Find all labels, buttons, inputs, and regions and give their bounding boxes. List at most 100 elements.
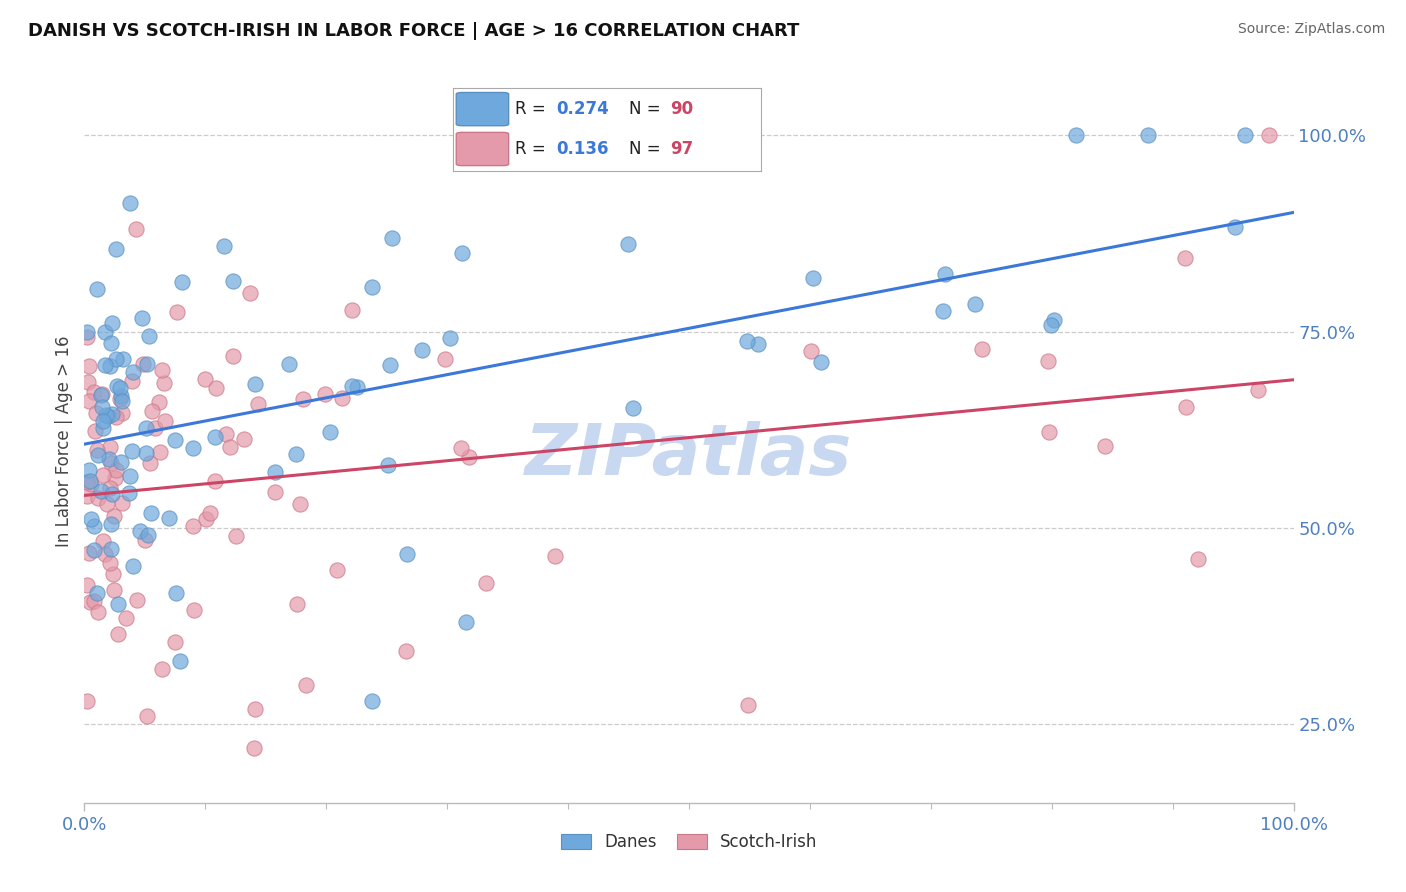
Point: [225, 529, 247, 543]
Point: [129, 524, 152, 538]
Point: [295, 678, 318, 692]
Point: [183, 603, 205, 617]
Point: [342, 379, 364, 393]
Point: [451, 246, 474, 260]
Point: [100, 440, 122, 454]
Point: [83, 384, 105, 399]
Point: [232, 432, 254, 446]
Point: [101, 316, 124, 330]
Point: [181, 442, 204, 456]
Point: [735, 334, 758, 348]
Point: [135, 446, 157, 460]
Point: [107, 597, 129, 611]
Point: [121, 444, 143, 458]
Point: [77, 463, 100, 477]
Point: [91, 467, 114, 482]
Point: [1187, 551, 1209, 566]
Point: [800, 344, 823, 359]
Point: [97, 409, 120, 424]
Point: [135, 357, 157, 371]
Point: [103, 583, 125, 598]
Point: [212, 239, 235, 253]
Point: [143, 421, 166, 435]
Point: [76, 694, 98, 708]
Point: [98, 556, 121, 570]
Point: [395, 643, 418, 657]
Point: [86, 282, 108, 296]
Point: [183, 519, 205, 533]
Point: [139, 506, 162, 520]
Point: [110, 455, 132, 469]
Point: [111, 496, 134, 510]
Point: [1043, 313, 1066, 327]
Point: [100, 516, 122, 531]
Point: [169, 655, 191, 669]
Point: [278, 357, 301, 371]
Point: [450, 441, 472, 455]
Point: [475, 575, 498, 590]
Point: [264, 485, 287, 500]
Point: [87, 491, 110, 506]
Point: [97, 452, 120, 467]
Point: [134, 533, 156, 547]
Point: [747, 337, 769, 351]
Point: [87, 448, 110, 462]
Point: [810, 355, 832, 369]
Point: [378, 359, 401, 373]
Point: [458, 450, 481, 464]
Point: [361, 694, 384, 708]
Point: [91, 421, 114, 435]
Point: [970, 342, 993, 356]
Point: [1223, 219, 1246, 234]
Text: ZIPatlas: ZIPatlas: [526, 422, 852, 491]
Point: [84, 406, 107, 420]
Point: [163, 635, 186, 649]
Point: [288, 497, 311, 511]
Point: [204, 430, 226, 444]
Point: [319, 425, 342, 440]
Point: [122, 365, 145, 379]
Point: [100, 486, 122, 500]
Point: [118, 196, 141, 211]
Point: [149, 445, 172, 459]
Point: [111, 406, 134, 420]
Point: [439, 331, 461, 345]
Point: [434, 352, 457, 367]
Point: [76, 330, 98, 344]
Point: [325, 563, 347, 577]
Point: [76, 375, 98, 389]
Point: [111, 393, 134, 408]
Point: [104, 471, 127, 485]
Point: [121, 374, 143, 388]
Point: [76, 489, 98, 503]
Point: [411, 343, 433, 358]
Point: [148, 395, 170, 409]
Point: [141, 404, 163, 418]
Point: [90, 387, 112, 401]
Point: [105, 242, 128, 256]
Text: DANISH VS SCOTCH-IRISH IN LABOR FORCE | AGE > 16 CORRELATION CHART: DANISH VS SCOTCH-IRISH IN LABOR FORCE | …: [28, 22, 800, 40]
Point: [153, 376, 176, 390]
Point: [83, 424, 105, 438]
Point: [1038, 425, 1060, 439]
Point: [194, 512, 217, 526]
Point: [218, 440, 240, 454]
Point: [120, 469, 142, 483]
Point: [543, 549, 565, 563]
Point: [77, 359, 100, 373]
Point: [214, 427, 236, 442]
Point: [76, 475, 98, 489]
Point: [360, 280, 382, 294]
Point: [150, 661, 173, 675]
Point: [1174, 252, 1197, 266]
Point: [94, 409, 117, 423]
Point: [1038, 353, 1060, 368]
Point: [150, 363, 173, 377]
Point: [264, 465, 287, 479]
Point: [100, 541, 122, 556]
Point: [93, 547, 115, 561]
Point: [166, 305, 188, 319]
Point: [91, 401, 114, 415]
Point: [100, 456, 122, 470]
Legend: Danes, Scotch-Irish: Danes, Scotch-Irish: [553, 825, 825, 860]
